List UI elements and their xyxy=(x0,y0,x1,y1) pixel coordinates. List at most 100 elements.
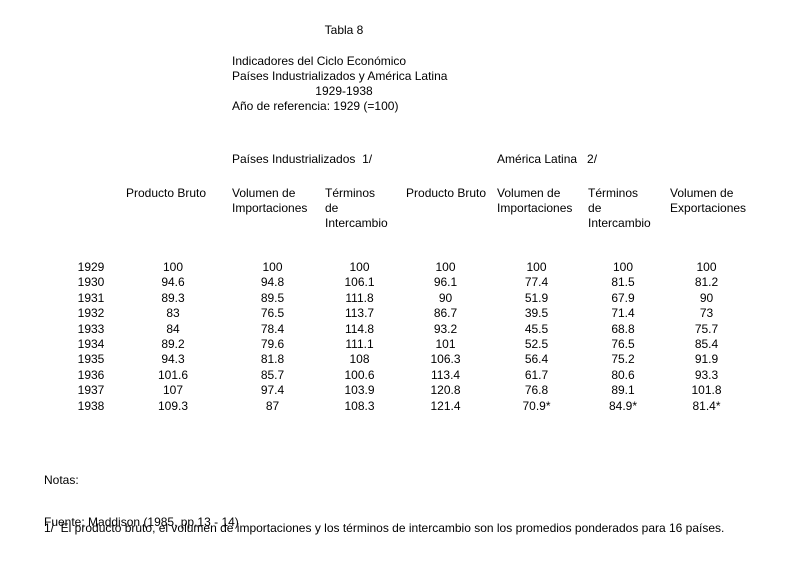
table-body: 1929 100 100 100 100 100 100 100 1930 94.6 94.8 106… xyxy=(62,260,749,414)
value-cell: 61.7 xyxy=(524,367,549,382)
source-line: Fuente: Maddison (1985, pp.13 - 14) xyxy=(44,515,239,529)
notes-block: Notas: 1/ El producto bruto, el volumen … xyxy=(44,440,724,562)
title-block: Indicadores del Ciclo Económico Países I… xyxy=(232,54,456,114)
title-line-base-year: Año de referencia: 1929 (=100) xyxy=(232,99,399,113)
table-row: 1932 83 76.5 113.7 86.7 39.5 71.4 73 xyxy=(62,306,749,321)
table-row: 1929 100 100 100 100 100 100 100 xyxy=(62,260,749,275)
value-cell: 81.4* xyxy=(692,398,721,413)
value-cell: 108.3 xyxy=(344,398,375,413)
col-header-al-producto-bruto: Producto Bruto xyxy=(406,186,487,200)
value-cell: 70.9* xyxy=(522,398,551,413)
value-cell: 89.3 xyxy=(161,290,185,305)
col-header-pi-producto-bruto: Producto Bruto xyxy=(126,186,207,200)
title-line-period: 1929-1938 xyxy=(315,84,373,98)
value-cell: 67.9 xyxy=(611,290,635,305)
value-cell: 113.4 xyxy=(430,367,461,382)
col-header-pi-volumen-importaciones: Volumen de Importaciones xyxy=(232,186,308,215)
table-row: 1930 94.6 94.8 106.1 96.1 77.4 81.5 81.2 xyxy=(62,275,749,290)
value-cell: 86.7 xyxy=(433,306,458,321)
value-cell: 108 xyxy=(349,352,370,367)
table-row: 1933 84 78.4 114.8 93.2 45.5 68.8 75.7 xyxy=(62,322,749,337)
spacer-cell xyxy=(664,148,749,184)
value-cell: 39.5 xyxy=(524,306,549,321)
note-1: 1/ El producto bruto, el volumen de impo… xyxy=(44,521,725,535)
spacer-cell xyxy=(400,148,491,184)
value-cell: 79.6 xyxy=(260,337,285,352)
table-label: Tabla 8 xyxy=(324,23,364,37)
value-cell: 81.2 xyxy=(694,275,719,290)
value-cell: 121.4 xyxy=(430,398,461,413)
table-row: 1937 107 97.4 103.9 120.8 76.8 89.1 101.8 xyxy=(62,383,749,398)
year-cell: 1931 xyxy=(77,290,105,305)
value-cell: 100.6 xyxy=(344,367,375,382)
table-row: 1936 101.6 85.7 100.6 113.4 61.7 80.6 93.3 xyxy=(62,368,749,383)
value-cell: 100 xyxy=(349,260,370,274)
value-cell: 76.5 xyxy=(260,306,285,321)
value-cell: 100 xyxy=(696,260,717,274)
group-header-row: Países Industrializados 1/ América Latin… xyxy=(62,148,749,184)
value-cell: 111.8 xyxy=(345,290,374,305)
value-cell: 96.1 xyxy=(433,275,458,290)
year-cell: 1929 xyxy=(77,260,105,274)
value-cell: 101.8 xyxy=(691,383,722,398)
value-cell: 83 xyxy=(166,306,180,321)
value-cell: 84.9* xyxy=(609,398,638,413)
value-cell: 103.9 xyxy=(344,383,375,398)
value-cell: 78.4 xyxy=(260,321,285,336)
table-head: Países Industrializados 1/ América Latin… xyxy=(62,148,749,260)
value-cell: 93.2 xyxy=(433,321,458,336)
value-cell: 101.6 xyxy=(157,367,189,382)
value-cell: 107 xyxy=(162,383,184,398)
year-cell: 1933 xyxy=(77,321,105,336)
value-cell: 81.8 xyxy=(260,352,285,367)
value-cell: 90 xyxy=(438,290,453,305)
value-cell: 87 xyxy=(265,398,280,413)
value-cell: 94.8 xyxy=(260,275,285,290)
value-cell: 85.4 xyxy=(694,337,719,352)
table-row: 1934 89.2 79.6 111.1 101 52.5 76.5 85.4 xyxy=(62,337,749,352)
value-cell: 94.6 xyxy=(161,275,185,290)
value-cell: 89.5 xyxy=(260,290,285,305)
value-cell: 111.1 xyxy=(345,337,374,352)
value-cell: 80.6 xyxy=(611,367,635,382)
col-header-pi-terminos-intercambio: Términos de Intercambio xyxy=(325,186,388,230)
value-cell: 97.4 xyxy=(260,383,285,398)
year-cell: 1930 xyxy=(77,275,105,290)
value-cell: 85.7 xyxy=(260,367,285,382)
year-cell: 1937 xyxy=(77,383,105,398)
group-header-industrialized: Países Industrializados 1/ xyxy=(232,152,373,166)
value-cell: 73 xyxy=(699,306,714,321)
value-cell: 89.2 xyxy=(161,337,185,352)
value-cell: 113.7 xyxy=(344,306,375,321)
year-cell: 1936 xyxy=(77,367,105,382)
value-cell: 75.2 xyxy=(611,352,635,367)
value-cell: 106.3 xyxy=(430,352,461,367)
value-cell: 94.3 xyxy=(161,352,185,367)
table-row: 1935 94.3 81.8 108 106.3 56.4 75.2 91.9 xyxy=(62,352,749,367)
year-cell: 1932 xyxy=(77,306,105,321)
notes-heading: Notas: xyxy=(44,473,79,487)
title-line-subject: Indicadores del Ciclo Económico xyxy=(232,54,407,68)
year-cell: 1938 xyxy=(77,398,105,413)
value-cell: 84 xyxy=(166,321,180,336)
value-cell: 106.1 xyxy=(344,275,375,290)
value-cell: 75.7 xyxy=(694,321,719,336)
year-cell: 1934 xyxy=(77,337,105,352)
value-cell: 76.5 xyxy=(611,337,635,352)
group-header-latin-america: América Latina 2/ xyxy=(497,152,598,166)
value-cell: 109.3 xyxy=(157,398,189,413)
value-cell: 68.8 xyxy=(611,321,635,336)
value-cell: 51.9 xyxy=(524,290,549,305)
value-cell: 90 xyxy=(699,290,714,305)
table-row: 1938 109.3 87 108.3 121.4 70.9* 84.9* 81.4* xyxy=(62,399,749,414)
indicators-table: Países Industrializados 1/ América Latin… xyxy=(62,148,749,414)
year-cell: 1935 xyxy=(77,352,105,367)
spacer-cell xyxy=(62,148,120,184)
col-header-al-volumen-importaciones: Volumen de Importaciones xyxy=(497,186,573,215)
col-header-year xyxy=(62,184,120,260)
value-cell: 71.4 xyxy=(611,306,635,321)
value-cell: 91.9 xyxy=(694,352,719,367)
value-cell: 56.4 xyxy=(524,352,549,367)
value-cell: 52.5 xyxy=(524,337,549,352)
